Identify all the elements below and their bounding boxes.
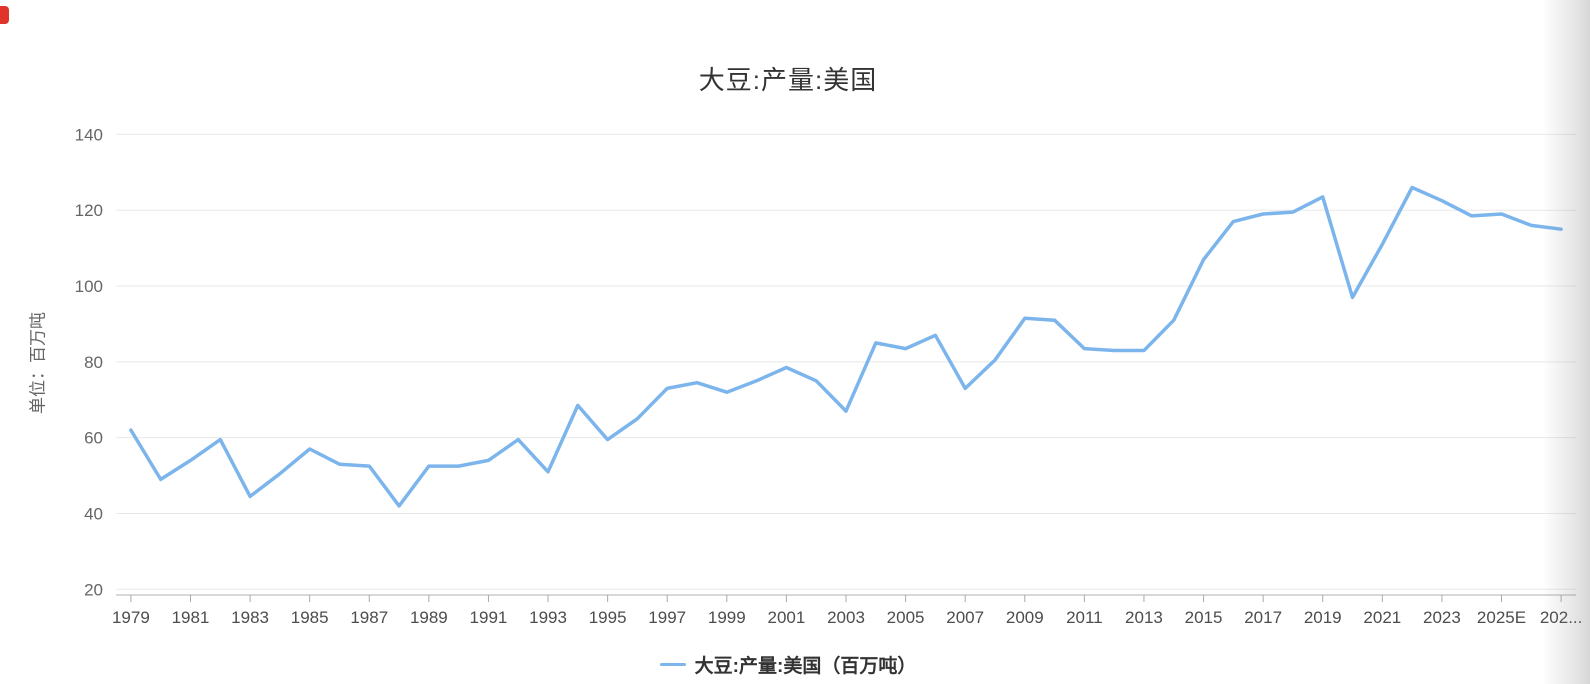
y-tick-label: 60 (84, 429, 103, 448)
x-tick-label: 1997 (648, 608, 686, 627)
x-tick-label: 1991 (470, 608, 508, 627)
y-tick-label: 140 (75, 125, 103, 144)
x-tick-label: 2019 (1304, 608, 1342, 627)
x-tick-label: 2007 (946, 608, 984, 627)
logo-fragment (0, 6, 9, 24)
legend-line-marker (659, 662, 686, 666)
x-tick-label: 1987 (350, 608, 388, 627)
x-tick-label: 2005 (887, 608, 925, 627)
chart-title: 大豆:产量:美国 (698, 65, 878, 95)
legend-item[interactable]: 大豆:产量:美国（百万吨） (0, 651, 1576, 677)
x-tick-label: 2013 (1125, 608, 1163, 627)
x-tick-label: 2001 (767, 608, 805, 627)
x-tick-label: 2025E (1477, 608, 1526, 627)
x-tick-label: 1981 (172, 608, 210, 627)
x-tick-label: 2011 (1066, 608, 1103, 627)
x-tick-label: 2021 (1363, 608, 1401, 627)
x-tick-label: 1993 (529, 608, 567, 627)
x-tick-label: 2003 (827, 608, 865, 627)
x-tick-label: 202... (1540, 608, 1583, 627)
y-tick-label: 120 (75, 201, 103, 220)
y-tick-label: 40 (84, 504, 103, 523)
x-tick-label: 2017 (1244, 608, 1282, 627)
x-tick-label: 1985 (291, 608, 329, 627)
x-tick-label: 1989 (410, 608, 448, 627)
x-tick-label: 2023 (1423, 608, 1461, 627)
x-tick-label: 1983 (231, 608, 269, 627)
y-tick-label: 100 (75, 277, 103, 296)
x-tick-label: 2009 (1006, 608, 1044, 627)
y-tick-label: 80 (84, 353, 103, 372)
x-tick-label: 1995 (589, 608, 627, 627)
production-series-line (129, 185, 1563, 508)
y-tick-label: 20 (84, 580, 103, 599)
x-tick-label: 1999 (708, 608, 746, 627)
legend-label: 大豆:产量:美国（百万吨） (694, 655, 917, 677)
x-tick-label: 2015 (1185, 608, 1223, 627)
x-tick-label: 1979 (112, 608, 150, 627)
